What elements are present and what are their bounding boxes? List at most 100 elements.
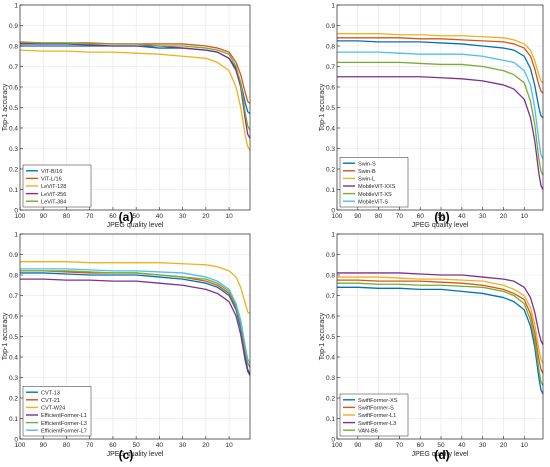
panel-caption: (d) (434, 448, 449, 462)
y-tick-label: 0.4 (9, 355, 18, 362)
x-tick-label: 80 (63, 213, 71, 220)
series-line-cvt-w24 (20, 261, 251, 315)
x-tick-label: 70 (396, 442, 404, 449)
x-tick-label: 10 (225, 213, 233, 220)
series-line-swin-l (337, 33, 544, 84)
legend-label: MobileViT-XXS (358, 184, 396, 190)
series-line-levit-256 (20, 43, 251, 139)
legend-label: MobileViT-S (358, 199, 388, 205)
legend-label: CVT-13 (41, 390, 60, 396)
x-tick-label: 30 (479, 213, 487, 220)
series-line-swin-b (337, 37, 544, 94)
chart-panel-4: 0 0.1 0.2 0.3 0.4 0.5 0.6 0.7 0.8 0.9 1 100 90 80 70 60… (319, 232, 544, 458)
x-tick-label: 20 (202, 213, 210, 220)
y-tick-label: 1 (14, 3, 18, 10)
y-tick-label: 0.5 (9, 334, 18, 341)
legend-label: VAN-B6 (358, 428, 378, 434)
x-tick-label: 70 (86, 213, 94, 220)
x-tick-label: 20 (500, 213, 508, 220)
y-tick-label: 0 (14, 437, 18, 444)
y-tick-label: 1 (14, 232, 18, 239)
y-axis-label: Top-1 accuracy (2, 83, 9, 131)
y-tick-label: 0 (331, 208, 335, 215)
legend-box (339, 157, 409, 208)
series-line-efficientformer-l7 (20, 268, 251, 364)
chart-panel-2: 0 0.1 0.2 0.3 0.4 0.5 0.6 0.7 0.8 0.9 1 100 90 80 70 60… (319, 3, 544, 229)
series-line-swiftformer-l1 (337, 276, 544, 364)
y-tick-label: 0.2 (9, 396, 18, 403)
legend-label: Swin-S (358, 161, 376, 167)
y-tick-label: 0.6 (326, 314, 335, 321)
series-line-swin-s (337, 40, 544, 119)
x-tick-label: 40 (156, 442, 164, 449)
y-tick-label: 0.4 (9, 126, 18, 133)
y-tick-label: 0 (14, 208, 18, 215)
y-tick-label: 0.4 (326, 355, 335, 362)
x-tick-label: 100 (15, 213, 26, 220)
x-tick-label: 50 (133, 442, 141, 449)
x-tick-label: 20 (500, 442, 508, 449)
series-line-mobilevit-xxs (337, 76, 544, 190)
legend-label: CVT-21 (41, 398, 60, 404)
y-tick-label: 0.9 (9, 252, 18, 259)
y-tick-label: 0.1 (9, 187, 18, 194)
x-tick-label: 90 (354, 442, 362, 449)
y-tick-label: 0.3 (9, 375, 18, 382)
x-tick-label: 20 (202, 442, 210, 449)
y-tick-label: 0.3 (326, 146, 335, 153)
y-tick-label: 0.3 (9, 146, 18, 153)
legend-label: ViT-B/16 (41, 169, 62, 175)
y-tick-label: 1 (331, 232, 335, 239)
y-tick-label: 0.2 (326, 167, 335, 174)
legend-label: SwiftFormer-L3 (358, 421, 396, 427)
x-tick-label: 10 (521, 442, 529, 449)
x-tick-label: 80 (375, 213, 383, 220)
x-tick-label: 50 (437, 442, 445, 449)
y-tick-label: 0.1 (326, 416, 335, 423)
y-tick-label: 0.6 (9, 85, 18, 92)
legend-label: SwiftFormer-S (358, 406, 394, 412)
x-tick-label: 40 (458, 213, 466, 220)
y-axis-label: Top-1 accuracy (319, 312, 326, 360)
x-tick-label: 50 (133, 213, 141, 220)
y-tick-label: 1 (331, 3, 335, 10)
panel-caption: (c) (119, 448, 134, 462)
y-tick-label: 0.4 (326, 126, 335, 133)
y-tick-label: 0.7 (326, 293, 335, 300)
y-axis-label: Top-1 accuracy (2, 312, 9, 360)
legend-label: EfficientFormer-L7 (41, 428, 87, 434)
x-tick-label: 40 (156, 213, 164, 220)
y-tick-label: 0.2 (326, 396, 335, 403)
x-tick-label: 70 (86, 442, 94, 449)
y-tick-label: 0.5 (9, 105, 18, 112)
x-tick-label: 90 (40, 442, 48, 449)
series-line-levit-128 (19, 49, 251, 151)
legend-label: LeViT-128 (41, 184, 66, 190)
series-line-swiftformer-s (337, 279, 544, 374)
chart-panel-3: 0 0.1 0.2 0.3 0.4 0.5 0.6 0.7 0.8 0.9 1 100 90 80 70 60… (2, 232, 251, 458)
series-line-swiftformer-l3 (337, 272, 544, 345)
series-line-swiftformer-xs (337, 286, 544, 395)
y-axis-label: Top-1 accuracy (319, 83, 326, 131)
x-tick-label: 30 (479, 442, 487, 449)
legend-label: EfficientFormer-L1 (41, 413, 87, 419)
legend: SwiftFormer-XS SwiftFormer-S SwiftFormer-L… (339, 393, 409, 437)
legend-label: Swin-L (358, 177, 375, 183)
legend-label: SwiftFormer-XS (358, 398, 398, 404)
series-line-efficientformer-l1 (20, 278, 251, 376)
series-line-efficientformer-l3 (20, 270, 251, 368)
y-tick-label: 0.8 (326, 273, 335, 280)
x-tick-label: 30 (179, 213, 187, 220)
x-axis-label: JPEG quality level (107, 222, 164, 229)
y-tick-label: 0.5 (326, 334, 335, 341)
y-tick-label: 0.3 (326, 375, 335, 382)
chart-panel-1: 0 0.1 0.2 0.3 0.4 0.5 0.6 0.7 0.8 0.9 1 100 90 80 70 60… (2, 3, 251, 229)
x-tick-label: 10 (225, 442, 233, 449)
legend-label: LeViT-384 (41, 199, 66, 205)
x-tick-label: 80 (375, 442, 383, 449)
legend-label: LeViT-256 (41, 192, 66, 198)
